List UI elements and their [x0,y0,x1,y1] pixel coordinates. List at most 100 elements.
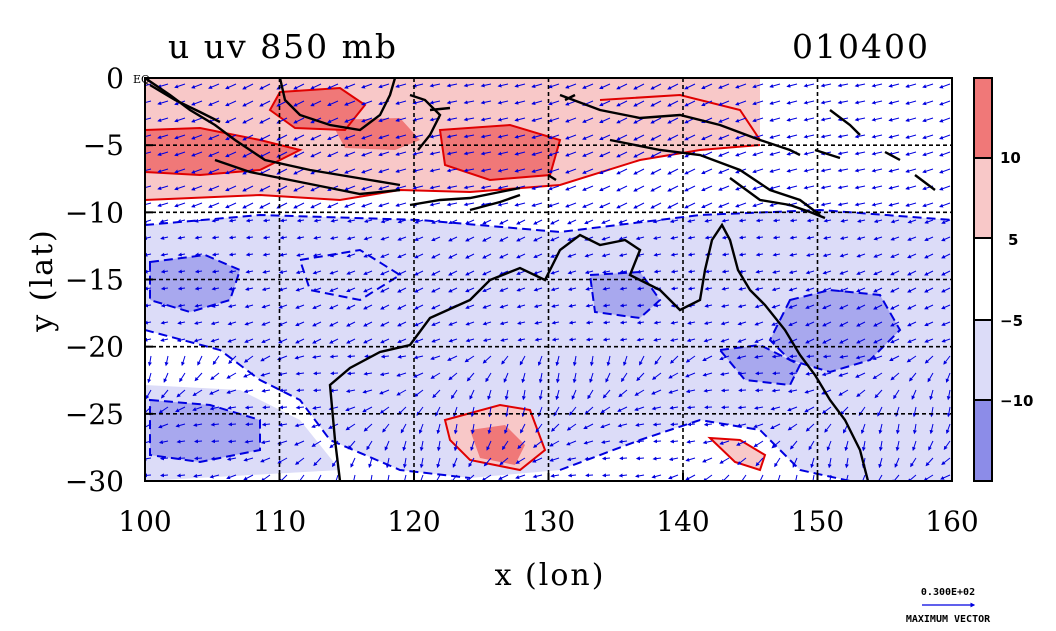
wind-vector [295,270,305,275]
negative-region [770,290,900,372]
wind-vector [754,354,764,359]
wind-vector [583,440,594,445]
wind-vector [650,151,662,158]
wind-vector [670,252,679,257]
wind-vector [211,269,220,274]
wind-vector [346,287,356,293]
wind-vector [549,440,560,447]
wind-vector [569,406,577,416]
wind-vector [430,355,441,361]
wind-vector [738,388,747,393]
wind-vector [820,185,832,190]
wind-vector [177,456,186,461]
wind-vector [208,100,220,106]
wind-vector [821,372,832,377]
y-tick-labels: 0 −5 −10 −15 −20 −25 −30 [65,62,124,498]
wind-vector [531,83,543,88]
wind-vector [702,355,713,362]
wind-vector [941,287,951,293]
wind-vector [531,100,543,105]
wind-vector [329,287,339,292]
wind-vector [310,134,322,141]
wind-vector [786,83,798,88]
wind-vector [567,253,577,258]
wind-vector [470,406,475,418]
wind-vector [599,151,611,158]
wind-vector [446,202,458,207]
wind-vector [418,474,424,481]
wind-vector [534,337,543,342]
wind-vector [346,371,356,376]
y-tick-label: −25 [65,398,124,431]
wind-vector [721,218,730,223]
wind-vector [601,253,611,258]
wind-vector [362,389,373,394]
wind-vector [147,355,152,367]
wind-vector [812,474,815,481]
wind-vector [225,83,237,90]
wind-vector [519,355,526,366]
wind-vector [752,185,764,191]
wind-vector [701,202,713,209]
positive-region [330,118,420,150]
wind-vector [174,117,186,123]
wind-vector [827,474,832,481]
wind-vector [888,134,900,139]
wind-vector [566,440,577,446]
wind-vector [772,371,781,376]
wind-vector [687,422,696,427]
wind-vector [941,304,951,310]
wind-vector [839,253,849,258]
wind-vector [905,202,917,207]
wind-vector [160,303,169,308]
wind-vector [718,117,730,123]
wind-vector [193,338,203,343]
wind-vector [854,117,866,122]
wind-vector [668,389,679,394]
wind-vector [806,253,815,257]
wind-vector [312,253,322,258]
wind-vector [295,405,305,410]
wind-vector [279,235,288,240]
wind-vector [228,422,237,427]
wind-vector [533,304,543,309]
wind-vector [192,406,203,412]
wind-vector [279,405,288,410]
wind-vector [396,372,407,377]
wind-vector [297,474,305,481]
colorbar-band-neg10-minus [974,400,992,481]
wind-vector [670,422,679,427]
wind-vector [839,287,849,292]
wind-vector [160,269,169,274]
wind-vector [446,134,458,139]
wind-vector [347,440,356,450]
wind-vector [295,304,305,309]
wind-vector [684,134,696,141]
wind-vector [514,117,526,122]
weak-positive-region [710,438,765,470]
wind-vector [175,406,186,412]
wind-vector [585,286,594,291]
wind-vector [228,269,237,274]
wind-vector [735,117,747,123]
wind-vector [704,269,713,274]
wind-vector [890,253,900,258]
wind-vector [704,235,713,240]
wind-vector [568,337,577,342]
wind-vector [533,253,543,259]
wind-vector [735,100,747,106]
wind-vector [861,440,866,452]
wind-vector [312,287,322,292]
wind-vector [194,303,203,308]
wind-vector [418,423,424,434]
wind-vector [787,423,798,431]
wind-vector [243,355,254,363]
wind-vector [521,389,526,401]
wind-vector [873,287,883,293]
wind-vector [538,372,543,384]
wind-vector [361,134,373,140]
wind-vector [211,235,220,240]
wind-vector [854,202,866,207]
wind-vector [400,423,407,434]
wind-vector [191,117,203,123]
